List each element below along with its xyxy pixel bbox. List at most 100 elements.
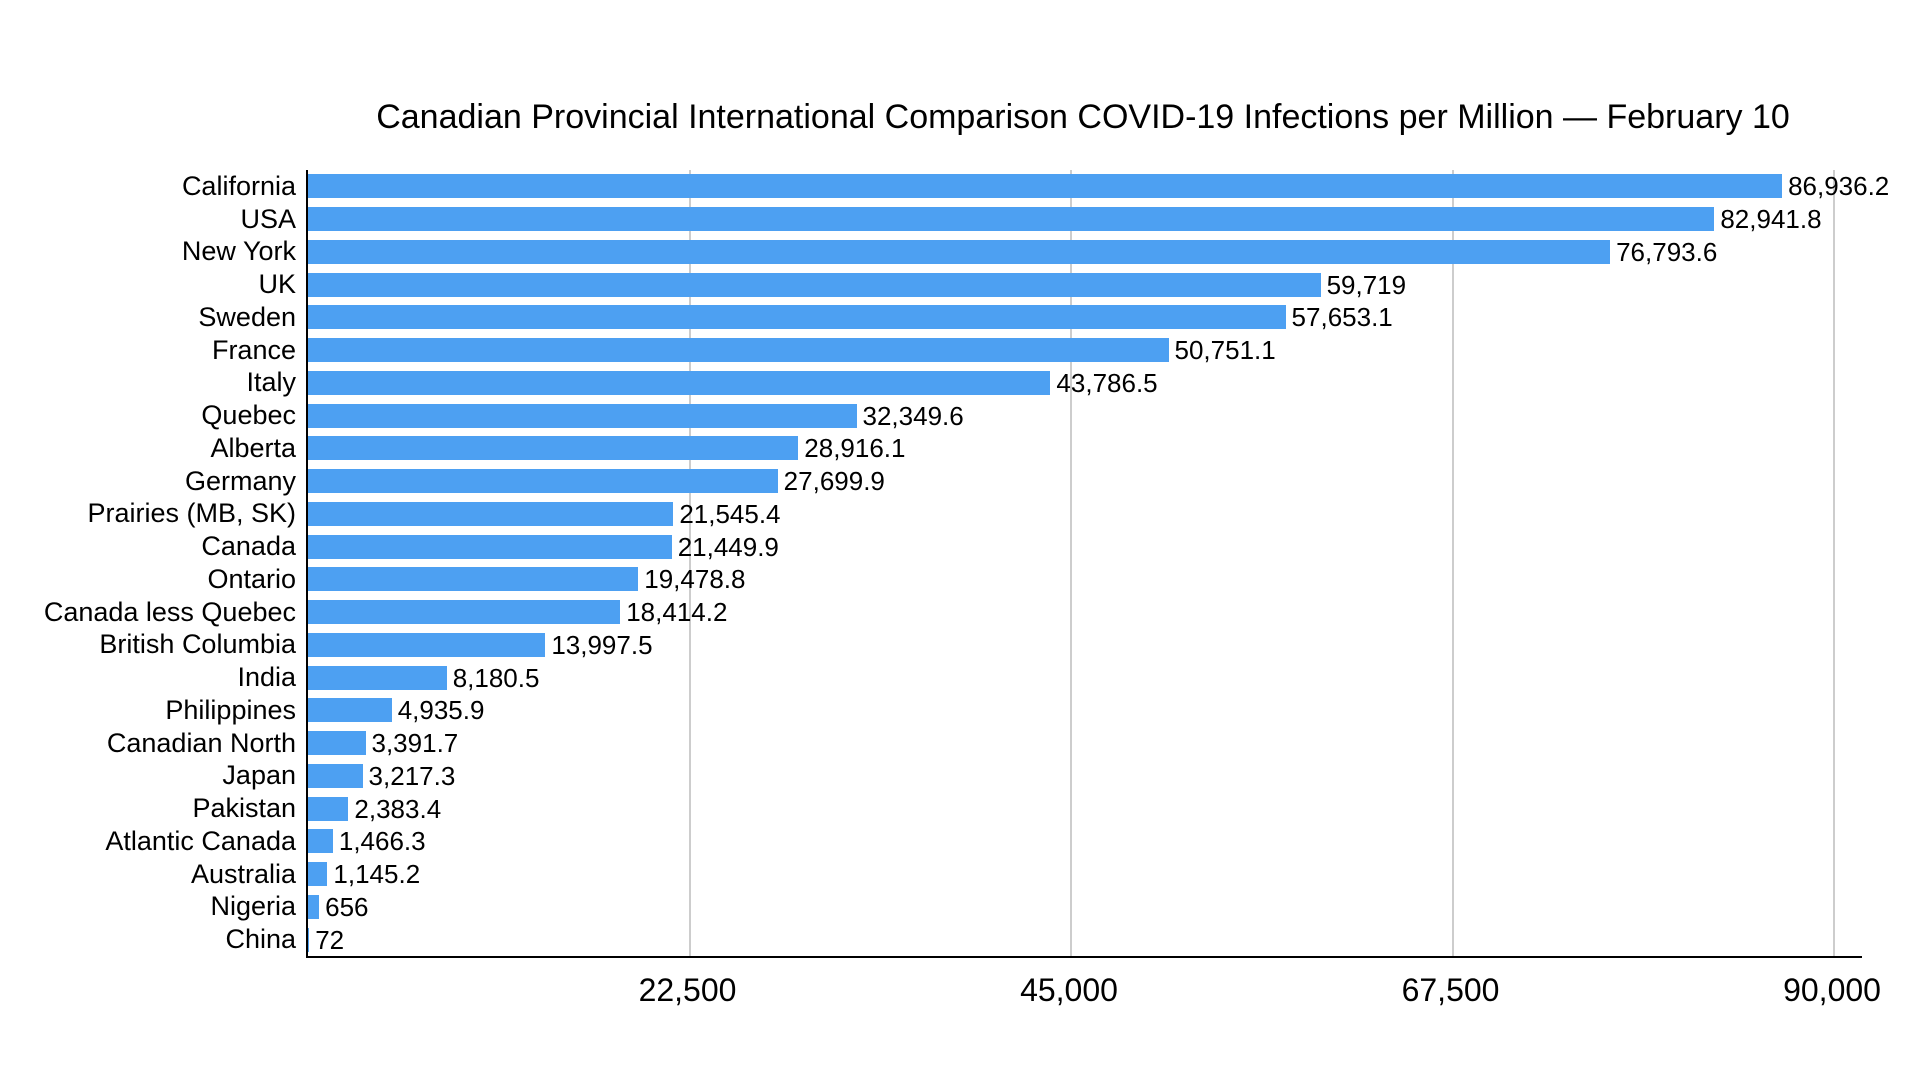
bar-rows: California 86,936.2 USA 82,941.8 New York 76,…	[44, 170, 1889, 956]
bar-category-label: Alberta	[210, 432, 296, 463]
bar-row: USA 82,941.8	[240, 203, 1862, 236]
gridline	[1451, 170, 1454, 956]
bar-value-label: 1,466.3	[338, 826, 426, 857]
bar	[308, 534, 672, 559]
bar-row: New York 76,793.6	[182, 236, 1862, 269]
bar	[308, 174, 1783, 199]
bar	[308, 469, 778, 494]
bar-category-label: France	[211, 334, 296, 365]
bar-value-label: 21,545.4	[679, 498, 781, 529]
bar-category-label: Philippines	[165, 694, 296, 725]
bar-value-label: 3,391.7	[371, 728, 459, 759]
bar-value-label: 43,786.5	[1056, 367, 1158, 398]
chart-title: Canadian Provincial International Compar…	[376, 98, 1790, 136]
bar-row: Pakistan 2,383.4	[192, 792, 1862, 825]
gridline	[1070, 170, 1072, 956]
x-tick-label: 45,000	[1020, 972, 1118, 1008]
bar-row: Alberta 28,916.1	[210, 432, 1862, 465]
bar-value-label: 82,941.8	[1720, 204, 1822, 235]
bar-row: Ontario 19,478.8	[207, 563, 1862, 596]
bar-category-label: Germany	[184, 465, 296, 496]
bar	[308, 796, 349, 821]
bar-category-label: Italy	[246, 367, 296, 398]
bar-category-label: Nigeria	[210, 891, 296, 922]
bar	[308, 403, 857, 428]
bar-category-label: Canadian North	[106, 727, 296, 758]
bar-value-label: 1,145.2	[333, 859, 421, 890]
bar-category-label: Pakistan	[192, 793, 296, 824]
bar-category-label: Atlantic Canada	[105, 825, 296, 856]
bar-category-label: USA	[240, 203, 296, 234]
x-tick-label: 22,500	[638, 972, 737, 1008]
bar	[308, 370, 1051, 395]
bar	[308, 862, 328, 887]
bar	[308, 927, 310, 952]
bar	[308, 207, 1715, 232]
bar-category-label: Ontario	[207, 563, 296, 594]
bar-row: Canada less Quebec 18,414.2	[44, 596, 1862, 629]
x-tick-label: 90,000	[1783, 972, 1881, 1008]
bar-value-label: 21,449.9	[677, 531, 779, 562]
bar-row: Philippines 4,935.9	[165, 694, 1862, 727]
bar-row: British Columbia 13,997.5	[99, 629, 1862, 662]
bar-category-label: Sweden	[198, 301, 296, 332]
bar-row: Australia 1,145.2	[191, 858, 1862, 891]
bar	[308, 272, 1321, 297]
bar-value-label: 76,793.6	[1616, 236, 1718, 267]
bar	[308, 436, 799, 461]
bar-category-label: Australia	[190, 858, 296, 889]
bar-row: France 50,751.1	[212, 334, 1862, 367]
bar-value-label: 656	[325, 891, 369, 922]
bar-row: Prairies (MB, SK) 21,545.4	[87, 498, 1862, 531]
bar	[308, 731, 366, 756]
bar-category-label: Japan	[222, 760, 296, 791]
bar-row: Canadian North 3,391.7	[107, 727, 1862, 760]
bar-value-label: 3,217.3	[368, 760, 456, 791]
gridline-layer	[308, 170, 1862, 956]
bar-row: Nigeria 656	[210, 891, 1862, 924]
bar-value-label: 72	[315, 924, 345, 955]
bar	[308, 567, 639, 592]
bar	[308, 305, 1286, 330]
bar-value-label: 57,653.1	[1291, 302, 1393, 333]
bar-category-label: India	[237, 662, 296, 693]
bar-category-label: Quebec	[201, 400, 296, 431]
bar-value-label: 32,349.6	[862, 400, 964, 431]
bar-row: Atlantic Canada 1,466.3	[105, 825, 1862, 858]
bar-value-label: 18,414.2	[626, 597, 728, 628]
bar-row: California 86,936.2	[182, 170, 1889, 203]
bar	[308, 501, 674, 526]
plot-area: California 86,936.2 USA 82,941.8 New York 76,…	[44, 170, 1889, 958]
bar-value-label: 50,751.1	[1174, 335, 1276, 366]
gridline	[688, 170, 691, 956]
bar	[308, 894, 320, 919]
bar	[308, 698, 392, 723]
bar-row: Canada 21,449.9	[201, 530, 1862, 563]
bar	[308, 632, 546, 657]
bar-category-label: UK	[258, 269, 296, 300]
bar-category-label: China	[225, 924, 296, 955]
bar-value-label: 13,997.5	[551, 629, 653, 660]
bar-value-label: 27,699.9	[783, 466, 885, 497]
x-tick-label: 67,500	[1401, 972, 1500, 1008]
bar-category-label: Canada less Quebec	[43, 596, 296, 627]
bar-category-label: British Columbia	[99, 629, 296, 660]
bar	[308, 763, 363, 788]
bar-category-label: New York	[181, 236, 296, 267]
bar	[308, 600, 621, 625]
bar	[308, 829, 333, 854]
bar-row: Italy 43,786.5	[246, 367, 1862, 400]
bar-value-label: 28,916.1	[804, 433, 906, 464]
bar-row: India 8,180.5	[237, 661, 1862, 694]
gridline	[1833, 170, 1836, 956]
bar-row: China 72	[225, 923, 1862, 956]
bar-category-label: California	[181, 170, 296, 201]
bar-value-label: 8,180.5	[452, 662, 540, 693]
bar-value-label: 4,935.9	[397, 695, 485, 726]
bar-row: Quebec 32,349.6	[201, 399, 1862, 432]
x-axis: 22,500 45,000 67,500 90,000	[306, 972, 1881, 1020]
bar	[308, 239, 1611, 264]
bar-row: Germany 27,699.9	[185, 465, 1862, 498]
bar-value-label: 19,478.8	[644, 564, 746, 595]
bar-category-label: Canada	[201, 531, 296, 562]
